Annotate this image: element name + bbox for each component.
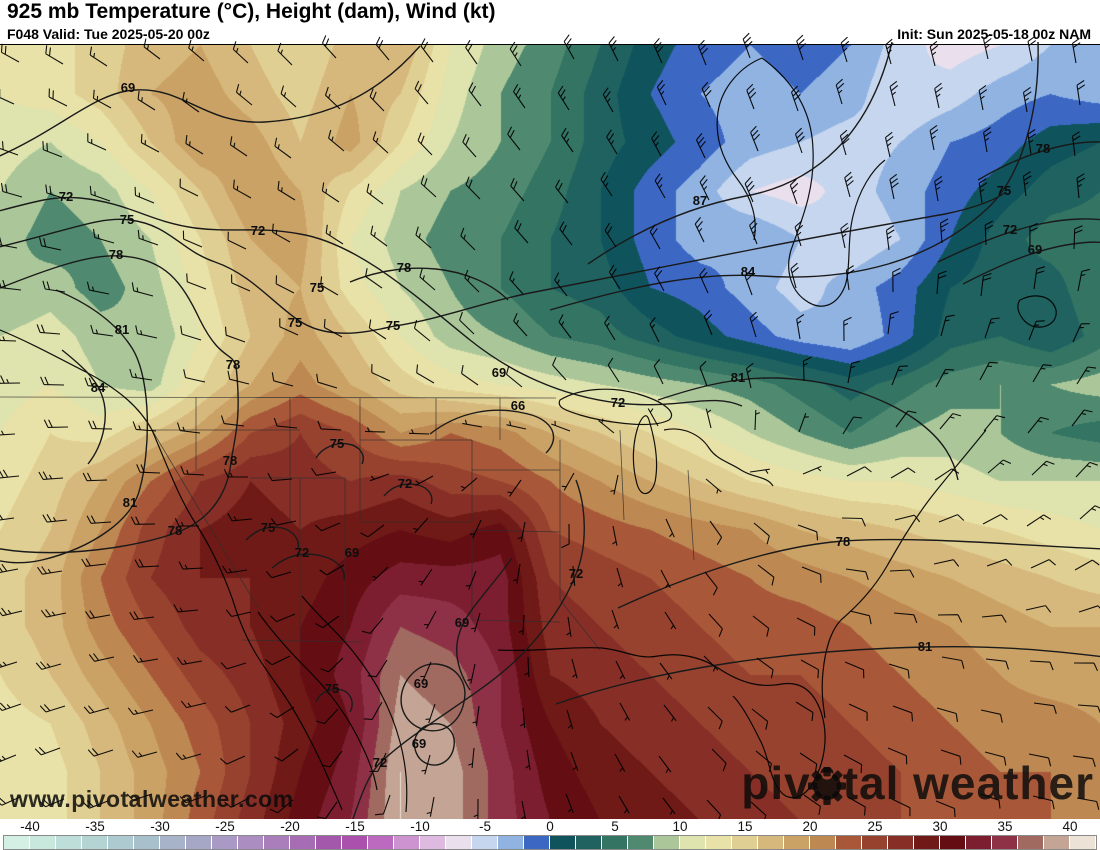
colorbar-swatch xyxy=(602,836,627,849)
colorbar-swatch xyxy=(758,836,783,849)
colorbar-swatch xyxy=(706,836,731,849)
colorbar-tick-label: -15 xyxy=(345,819,365,834)
valid-time-label: F048 Valid: Tue 2025-05-20 00z xyxy=(7,26,210,42)
watermark-logo: piv tal weather xyxy=(741,760,1094,806)
colorbar-tick-label: -10 xyxy=(410,819,430,834)
init-time-label: Init: Sun 2025-05-18 00z NAM xyxy=(897,26,1091,42)
colorbar-swatch xyxy=(368,836,393,849)
colorbar-swatch xyxy=(290,836,315,849)
colorbar-tick-label: -25 xyxy=(215,819,235,834)
temperature-field-canvas xyxy=(0,45,1100,820)
run-info-bar: F048 Valid: Tue 2025-05-20 00z Init: Sun… xyxy=(7,26,1091,43)
colorbar-swatch xyxy=(4,836,29,849)
colorbar-swatch xyxy=(1044,836,1069,849)
colorbar-swatch xyxy=(82,836,107,849)
colorbar-swatch xyxy=(186,836,211,849)
colorbar-tick-label: 20 xyxy=(802,819,818,834)
map-area xyxy=(0,44,1100,820)
colorbar-swatch xyxy=(862,836,887,849)
colorbar-tick-label: -30 xyxy=(150,819,170,834)
colorbar-swatch xyxy=(680,836,705,849)
colorbar-tick-label: 30 xyxy=(932,819,948,834)
colorbar-swatch xyxy=(784,836,809,849)
colorbar-swatch xyxy=(992,836,1017,849)
colorbar-swatch xyxy=(524,836,549,849)
colorbar-tick-label: 10 xyxy=(672,819,688,834)
colorbar-tick-label: -20 xyxy=(280,819,300,834)
colorbar-swatch xyxy=(888,836,913,849)
colorbar-swatch xyxy=(446,836,471,849)
colorbar-swatch xyxy=(628,836,653,849)
colorbar-swatch xyxy=(108,836,133,849)
colorbar-swatch xyxy=(914,836,939,849)
colorbar-swatch xyxy=(264,836,289,849)
colorbar-swatch xyxy=(498,836,523,849)
colorbar-swatch xyxy=(654,836,679,849)
map-title: 925 mb Temperature (°C), Height (dam), W… xyxy=(7,0,496,23)
logo-text-left: piv xyxy=(741,757,811,809)
temperature-colorbar: -40 -35 -30 -25 -20 -15 -10 -5 0 5 10 15 20 25 30 35 40 xyxy=(0,819,1100,850)
colorbar-swatch xyxy=(836,836,861,849)
colorbar-swatch xyxy=(940,836,965,849)
colorbar-swatch xyxy=(316,836,341,849)
colorbar-swatch xyxy=(810,836,835,849)
watermark-url: www.pivotalweather.com xyxy=(10,786,294,812)
colorbar-tick-label: 0 xyxy=(546,819,554,834)
colorbar-swatch xyxy=(1070,836,1095,849)
colorbar-swatch xyxy=(160,836,185,849)
colorbar-swatches xyxy=(3,835,1097,850)
colorbar-tick-label: 40 xyxy=(1062,819,1078,834)
colorbar-swatch xyxy=(576,836,601,849)
logo-text-right: tal weather xyxy=(842,757,1094,809)
colorbar-tick-label: -5 xyxy=(478,819,492,834)
colorbar-swatch xyxy=(472,836,497,849)
colorbar-swatch xyxy=(30,836,55,849)
colorbar-swatch xyxy=(732,836,757,849)
colorbar-swatch xyxy=(134,836,159,849)
colorbar-swatch xyxy=(966,836,991,849)
colorbar-swatch xyxy=(394,836,419,849)
colorbar-swatch xyxy=(238,836,263,849)
colorbar-swatch xyxy=(420,836,445,849)
colorbar-tick-label: 15 xyxy=(737,819,753,834)
colorbar-tick-label: -35 xyxy=(85,819,105,834)
gear-icon xyxy=(807,767,846,805)
colorbar-tick-label: 35 xyxy=(997,819,1013,834)
colorbar-swatch xyxy=(1018,836,1043,849)
colorbar-tick-label: 5 xyxy=(611,819,619,834)
colorbar-swatch xyxy=(212,836,237,849)
colorbar-swatch xyxy=(56,836,81,849)
colorbar-swatch xyxy=(550,836,575,849)
colorbar-tick-label: -40 xyxy=(20,819,40,834)
colorbar-tick-label: 25 xyxy=(867,819,883,834)
colorbar-swatch xyxy=(342,836,367,849)
